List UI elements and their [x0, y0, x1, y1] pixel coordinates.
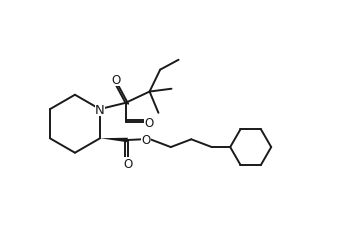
Text: N: N	[95, 103, 105, 116]
Text: O: O	[111, 74, 120, 87]
Text: O: O	[144, 116, 153, 129]
Polygon shape	[100, 138, 128, 143]
Text: O: O	[141, 133, 151, 146]
Text: O: O	[123, 157, 132, 170]
